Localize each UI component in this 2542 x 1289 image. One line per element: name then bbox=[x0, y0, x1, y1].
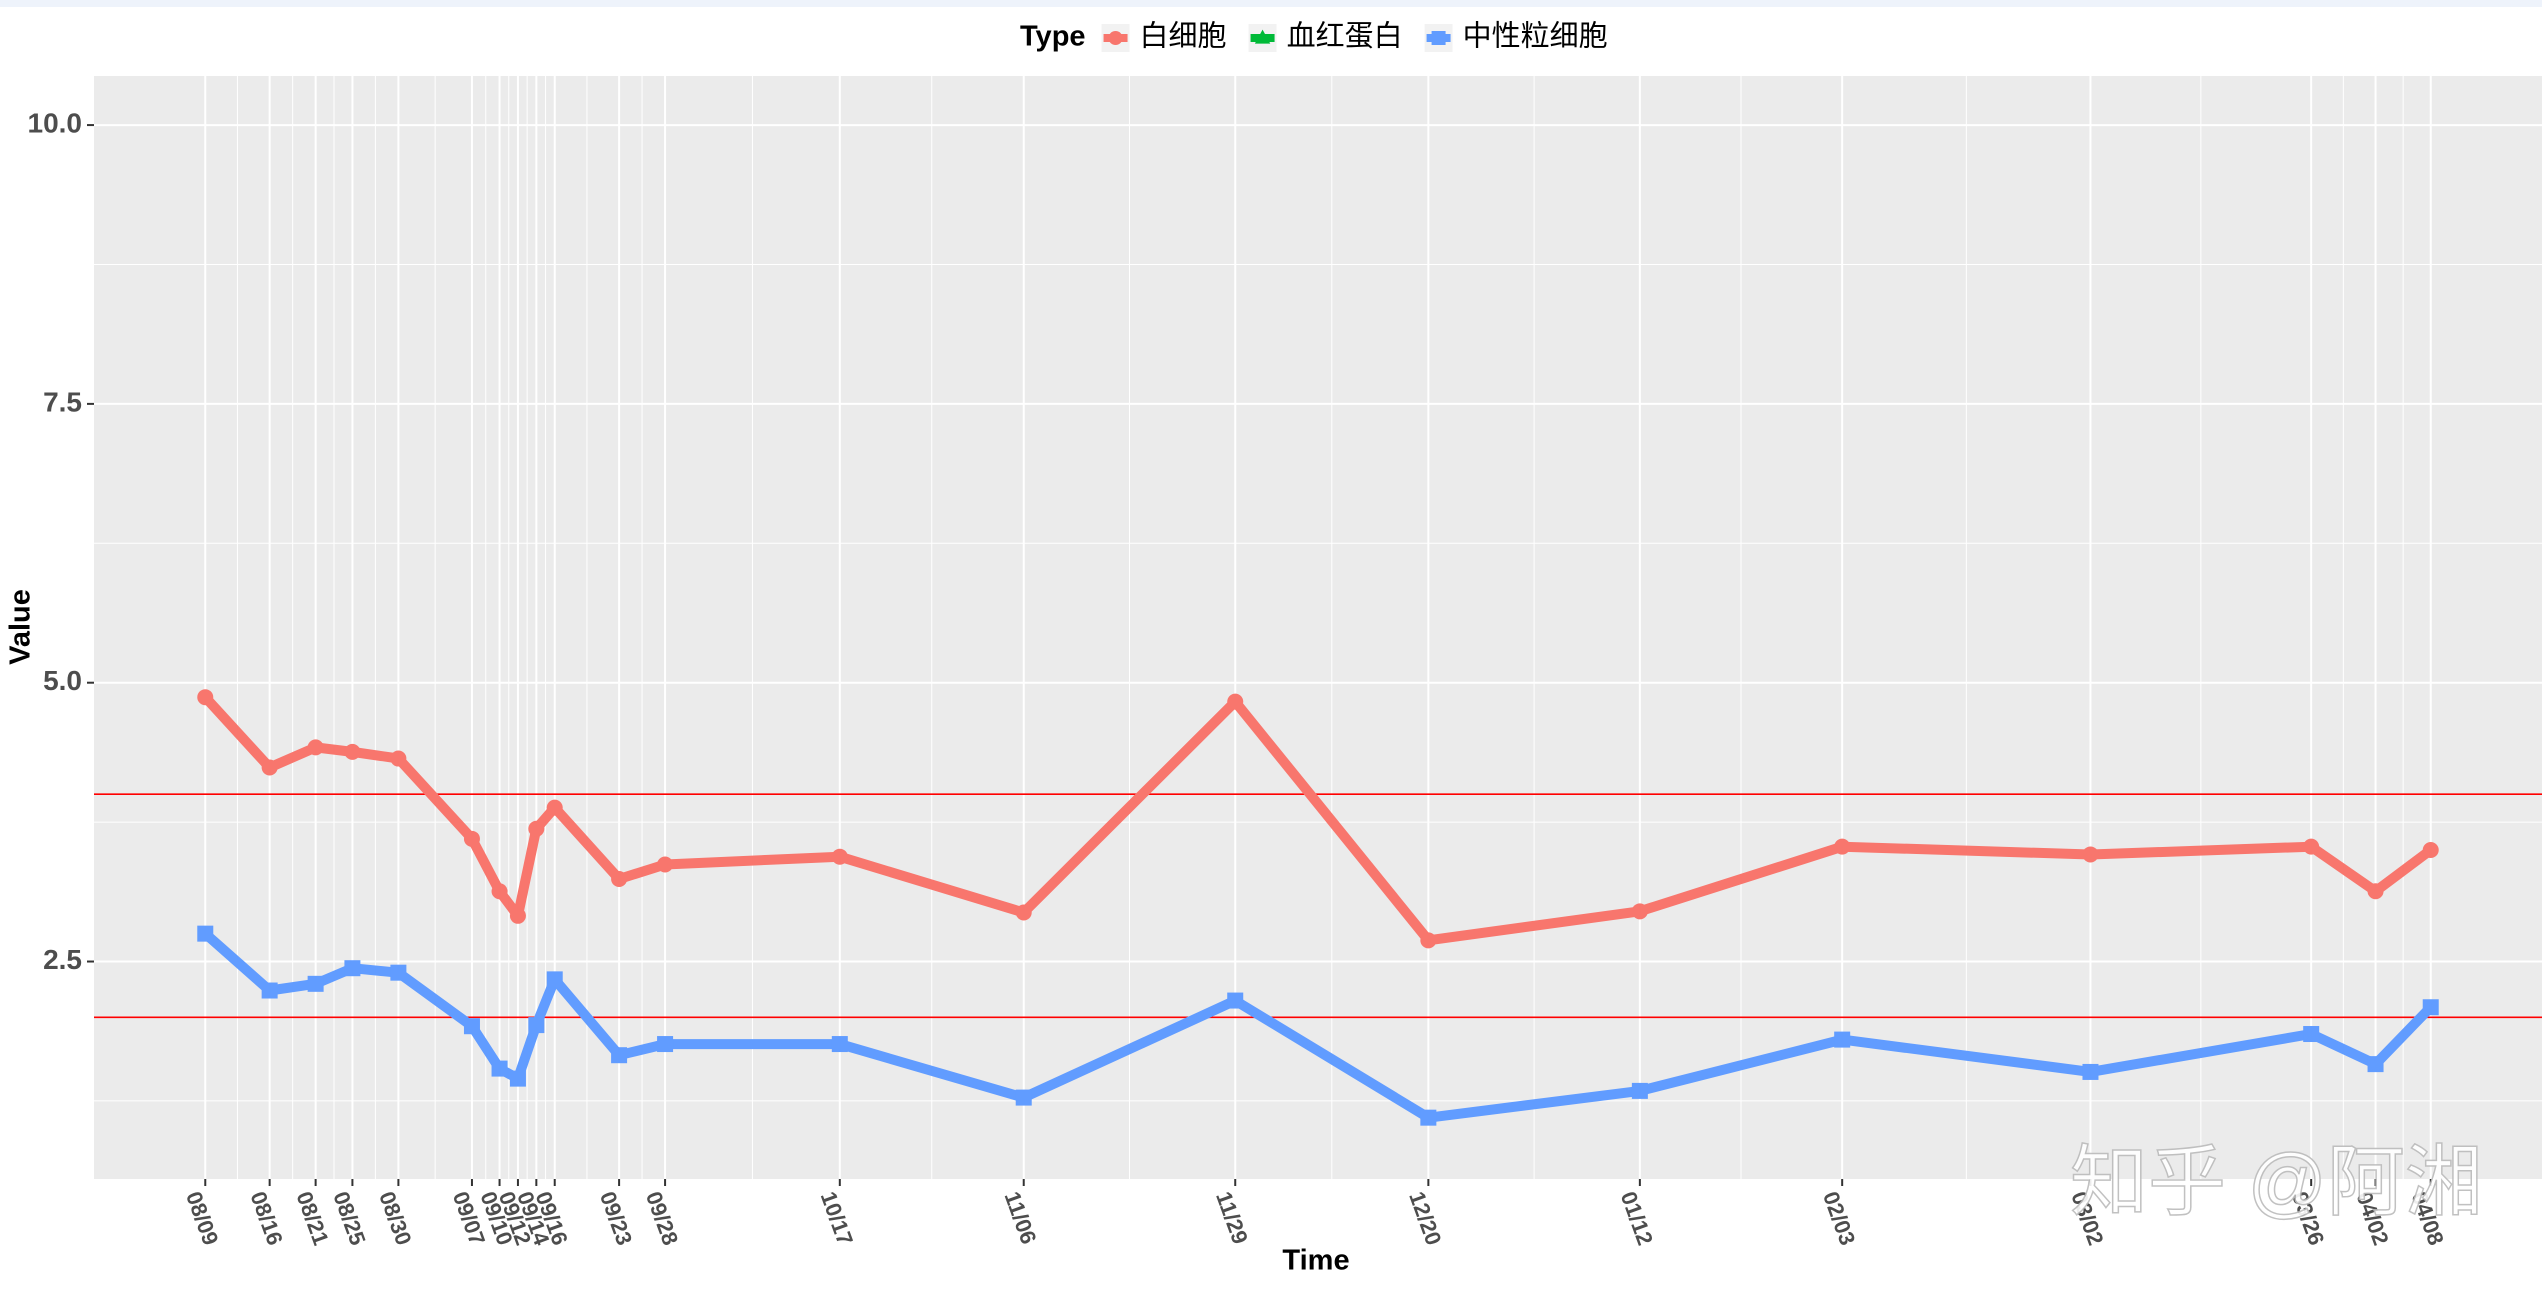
point bbox=[528, 820, 545, 837]
point bbox=[2082, 1063, 2099, 1080]
point bbox=[1834, 838, 1851, 855]
y-tick-label: 10.0 bbox=[28, 107, 83, 138]
point bbox=[491, 1060, 508, 1077]
point bbox=[1631, 903, 1648, 920]
point bbox=[657, 856, 674, 873]
legend-label: 血红蛋白 bbox=[1287, 20, 1403, 53]
legend-label: 白细胞 bbox=[1140, 20, 1227, 53]
point bbox=[390, 750, 407, 767]
point bbox=[546, 799, 563, 816]
point bbox=[307, 975, 324, 992]
point bbox=[509, 1070, 526, 1087]
panel bbox=[94, 76, 2542, 1179]
point bbox=[261, 982, 278, 999]
point bbox=[2422, 841, 2439, 858]
point bbox=[611, 1047, 628, 1064]
x-tick-label: 10/17 bbox=[816, 1188, 858, 1248]
x-tick-label: 08/09 bbox=[181, 1188, 223, 1248]
point bbox=[1015, 904, 1032, 921]
point bbox=[2082, 846, 2099, 863]
y-tick-label: 7.5 bbox=[43, 386, 82, 417]
point bbox=[197, 925, 214, 942]
y-tick-label: 2.5 bbox=[43, 944, 82, 975]
point bbox=[657, 1036, 674, 1053]
point bbox=[1420, 932, 1437, 949]
series-line bbox=[201, 693, 2434, 946]
point bbox=[546, 971, 563, 988]
point bbox=[1834, 1031, 1851, 1048]
point bbox=[509, 907, 526, 924]
point bbox=[197, 689, 214, 706]
y-axis-label: Value bbox=[5, 589, 37, 665]
legend-title: Type bbox=[1020, 21, 1086, 53]
point bbox=[491, 883, 508, 900]
point bbox=[1108, 31, 1123, 45]
point bbox=[2303, 1026, 2320, 1043]
point bbox=[1631, 1082, 1648, 1099]
point bbox=[1227, 693, 1244, 710]
point bbox=[261, 759, 278, 776]
point bbox=[831, 848, 848, 865]
x-axis-label: Time bbox=[1282, 1245, 1349, 1277]
point bbox=[1431, 31, 1446, 45]
point bbox=[1420, 1109, 1437, 1126]
top-strip bbox=[0, 0, 2542, 7]
point bbox=[390, 964, 407, 981]
x-tick-label: 02/03 bbox=[1818, 1188, 1860, 1248]
point bbox=[1015, 1089, 1032, 1106]
point bbox=[2367, 1056, 2384, 1073]
point bbox=[611, 870, 628, 887]
point bbox=[1227, 992, 1244, 1009]
x-tick-label: 11/29 bbox=[1211, 1188, 1253, 1247]
legend-label: 中性粒细胞 bbox=[1463, 20, 1608, 53]
point bbox=[463, 1018, 480, 1035]
watermark: 知乎 @阿湘 bbox=[2070, 1138, 2483, 1226]
point bbox=[463, 830, 480, 847]
point bbox=[831, 1036, 848, 1053]
point bbox=[307, 739, 324, 756]
point bbox=[344, 960, 361, 977]
x-tick-label: 08/16 bbox=[245, 1188, 287, 1248]
x-tick-label: 09/28 bbox=[641, 1188, 683, 1248]
x-tick-label: 01/12 bbox=[1616, 1188, 1658, 1248]
x-tick-label: 12/20 bbox=[1404, 1188, 1446, 1248]
legend: Type 白细胞 血红蛋白 中性粒细胞 bbox=[1020, 20, 1608, 53]
point bbox=[2303, 838, 2320, 855]
marks bbox=[94, 689, 2542, 1126]
point bbox=[2422, 999, 2439, 1016]
point bbox=[528, 1017, 545, 1034]
x-tick-label: 11/06 bbox=[1000, 1188, 1042, 1247]
x-tick-label: 09/23 bbox=[595, 1188, 637, 1248]
y-tick-label: 5.0 bbox=[43, 665, 82, 696]
x-tick-label: 08/30 bbox=[374, 1188, 416, 1248]
point bbox=[1254, 29, 1271, 44]
series-line bbox=[201, 929, 2435, 1123]
point bbox=[2367, 883, 2384, 900]
point bbox=[344, 743, 361, 760]
x-tick-label: 08/21 bbox=[291, 1188, 333, 1248]
